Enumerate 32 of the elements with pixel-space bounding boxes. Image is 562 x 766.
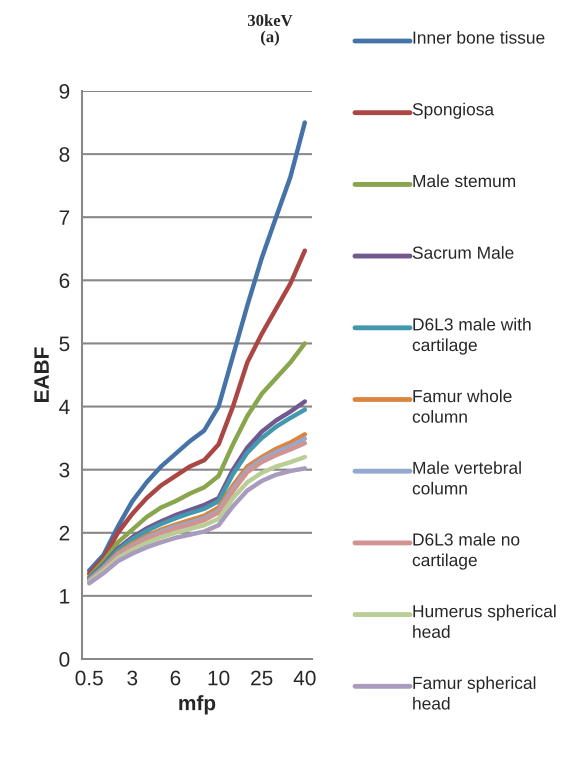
y-axis-title: EABF xyxy=(34,347,49,402)
legend-label: Male stemum xyxy=(413,174,516,188)
y-tick-label: 7 xyxy=(60,210,70,225)
x-tick-label: 40 xyxy=(294,670,316,686)
y-tick-label: 0 xyxy=(59,652,70,667)
legend-label: Sacrum Male xyxy=(412,246,514,259)
x-tick-label: 0.5 xyxy=(76,670,103,686)
y-tick-label: 2 xyxy=(60,526,70,540)
chart-title: 30keV (a) xyxy=(248,14,292,46)
line-series xyxy=(86,120,308,573)
y-tick-label: 5 xyxy=(59,336,70,352)
legend-label: Famur whole column xyxy=(412,390,512,423)
y-tick-label: 3 xyxy=(59,462,70,478)
x-tick-label: 25 xyxy=(251,670,272,686)
x-tick-label: 6 xyxy=(170,670,180,686)
legend-label: Famur spherical head xyxy=(413,676,536,710)
line-series xyxy=(86,341,308,580)
line-series xyxy=(86,248,308,576)
y-tick-label: 6 xyxy=(60,273,70,288)
y-tick-label: 1 xyxy=(60,589,70,604)
legend-label: Inner bone tissue xyxy=(414,31,544,44)
y-tick-label: 9 xyxy=(60,84,70,99)
x-tick-label: 10 xyxy=(208,670,230,686)
x-axis-title: mfp xyxy=(179,695,216,715)
legend-label: D6L3 male no cartilage xyxy=(412,532,520,570)
legend-label: Spongiosa xyxy=(412,102,494,119)
x-tick-label: 3 xyxy=(127,670,138,686)
y-tick-label: 8 xyxy=(60,147,70,162)
legend-label: D6L3 male with cartilage xyxy=(412,318,531,355)
legend-label: Humerus spherical head xyxy=(413,604,556,638)
y-tick-label: 4 xyxy=(59,400,70,414)
legend-label: Male vertebral column xyxy=(412,461,521,495)
